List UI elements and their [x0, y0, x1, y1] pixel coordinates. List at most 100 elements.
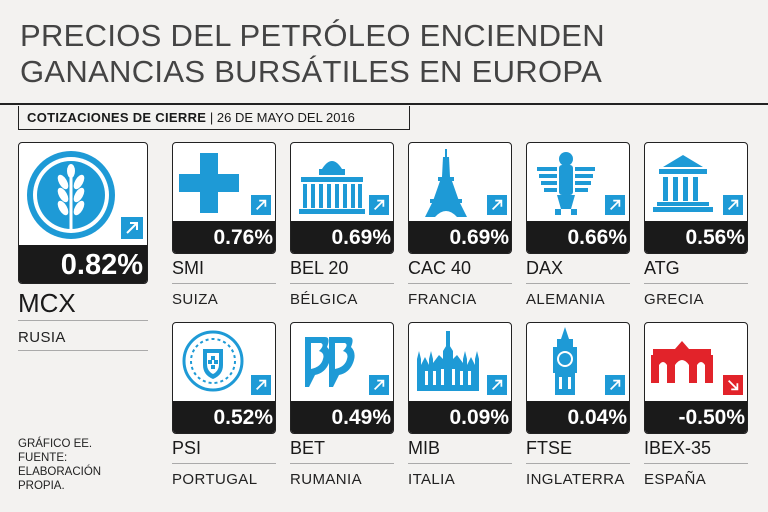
index-tile: 0.49%: [290, 322, 394, 434]
index-value: 0.09%: [409, 401, 511, 433]
index-country: GRECIA: [644, 291, 704, 308]
index-tile: 0.66%: [526, 142, 630, 254]
source-line: ELABORACIÓN: [18, 466, 102, 478]
index-country: ESPAÑA: [644, 471, 707, 488]
subtitle-label: COTIZACIONES DE CIERRE: [27, 110, 207, 125]
index-tile: 0.56%: [644, 142, 748, 254]
eagle-icon: [535, 149, 597, 217]
divider: [526, 283, 630, 284]
divider: [18, 350, 148, 351]
headline-line-2: GANANCIAS BURSÁTILES EN EUROPA: [20, 54, 603, 89]
index-name: SMI: [172, 258, 205, 278]
index-country: INGLATERRA: [526, 471, 625, 488]
index-value: 0.76%: [173, 221, 275, 253]
portugal-shield-icon: [181, 329, 245, 393]
index-name: PSI: [172, 438, 202, 458]
source-line: GRÁFICO EE.: [18, 438, 93, 450]
index-card: -0.50% IBEX-35 ESPAÑA: [644, 322, 748, 492]
index-tile: 0.82%: [18, 142, 148, 284]
divider: [172, 283, 276, 284]
index-card: 0.56% ATG GRECIA: [644, 142, 748, 312]
index-tile: 0.09%: [408, 322, 512, 434]
subtitle-date: 26 DE MAYO DEL 2016: [216, 110, 355, 125]
milan-cathedral-icon: [413, 329, 483, 393]
index-name: MCX: [18, 288, 76, 318]
index-tile: -0.50%: [644, 322, 748, 434]
divider: [644, 463, 748, 464]
index-card: 0.66% DAX ALEMANIA: [526, 142, 630, 312]
index-name: IBEX-35: [644, 438, 712, 458]
divider: [408, 283, 512, 284]
trend-up-arrow-icon: [367, 373, 391, 397]
trend-up-arrow-icon: [485, 373, 509, 397]
index-country: ITALIA: [408, 471, 456, 488]
index-card: 0.52% PSI PORTUGAL: [172, 322, 276, 492]
trend-up-arrow-icon: [367, 193, 391, 217]
headline: PRECIOS DEL PETRÓLEO ENCIENDEN GANANCIAS…: [20, 18, 605, 90]
index-country: BÉLGICA: [290, 291, 358, 308]
index-card: 0.49% BET RUMANIA: [290, 322, 394, 492]
index-card: 0.04% FTSE INGLATERRA: [526, 322, 630, 492]
trend-up-arrow-icon: [119, 215, 145, 241]
subtitle-separator: |: [209, 110, 214, 125]
index-tile: 0.69%: [408, 142, 512, 254]
index-name: ATG: [644, 258, 680, 278]
wheat-icon: [25, 149, 117, 241]
trend-up-arrow-icon: [485, 193, 509, 217]
index-value: 0.69%: [409, 221, 511, 253]
divider: [644, 283, 748, 284]
index-card: 0.69% BEL 20 BÉLGICA: [290, 142, 394, 312]
header-divider: [0, 103, 768, 105]
divider: [408, 463, 512, 464]
index-tile: 0.69%: [290, 142, 394, 254]
divider: [526, 463, 630, 464]
index-tile: 0.52%: [172, 322, 276, 434]
index-card: 0.09% MIB ITALIA: [408, 322, 512, 492]
divider: [18, 320, 148, 321]
trend-up-arrow-icon: [721, 193, 745, 217]
trend-up-arrow-icon: [249, 193, 273, 217]
puerta-alcala-icon: [649, 341, 715, 385]
source-line: FUENTE:: [18, 452, 68, 464]
index-card-featured: 0.82% MCX RUSIA: [18, 142, 148, 352]
index-name: BET: [290, 438, 326, 458]
divider: [290, 283, 394, 284]
index-name: BEL 20: [290, 258, 349, 278]
index-name: FTSE: [526, 438, 573, 458]
index-value: 0.82%: [19, 245, 147, 283]
parthenon-icon: [651, 151, 715, 213]
swiss-cross-icon: [179, 153, 239, 213]
trend-up-arrow-icon: [603, 193, 627, 217]
divider: [290, 463, 394, 464]
index-value: 0.52%: [173, 401, 275, 433]
subtitle-box: COTIZACIONES DE CIERRE | 26 DE MAYO DEL …: [18, 106, 410, 130]
trend-up-arrow-icon: [249, 373, 273, 397]
index-country: FRANCIA: [408, 291, 477, 308]
index-value: 0.66%: [527, 221, 629, 253]
index-name: DAX: [526, 258, 564, 278]
index-card: 0.69% CAC 40 FRANCIA: [408, 142, 512, 312]
divider: [172, 463, 276, 464]
index-country: ALEMANIA: [526, 291, 606, 308]
headline-line-1: PRECIOS DEL PETRÓLEO ENCIENDEN: [20, 18, 605, 53]
index-value: -0.50%: [645, 401, 747, 433]
bucharest-logo-icon: [301, 333, 357, 391]
source-note: GRÁFICO EE. FUENTE: ELABORACIÓN PROPIA.: [18, 437, 101, 493]
eiffel-tower-icon: [423, 149, 469, 217]
trend-down-arrow-icon: [721, 373, 745, 397]
index-country: PORTUGAL: [172, 471, 258, 488]
index-country: RUMANIA: [290, 471, 362, 488]
index-value: 0.69%: [291, 221, 393, 253]
index-tile: 0.76%: [172, 142, 276, 254]
source-line: PROPIA.: [18, 480, 65, 492]
index-card: 0.76% SMI SUIZA: [172, 142, 276, 312]
index-value: 0.49%: [291, 401, 393, 433]
index-name: CAC 40: [408, 258, 472, 278]
index-value: 0.04%: [527, 401, 629, 433]
index-country: SUIZA: [172, 291, 219, 308]
palace-icon: [297, 151, 367, 215]
index-name: MIB: [408, 438, 441, 458]
index-value: 0.56%: [645, 221, 747, 253]
big-ben-icon: [547, 327, 583, 397]
index-country: RUSIA: [18, 329, 66, 346]
